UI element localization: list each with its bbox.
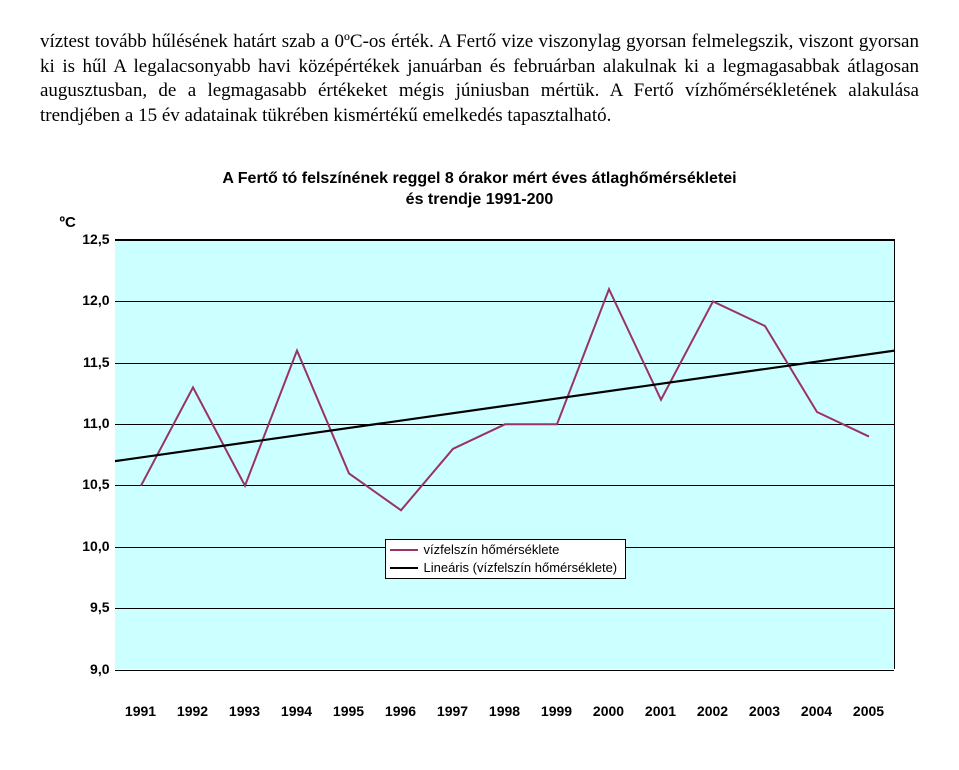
y-tick-label: 11,5 — [83, 354, 109, 370]
x-tick-label: 2004 — [801, 703, 832, 719]
x-tick-label: 1999 — [541, 703, 572, 719]
series-line — [141, 289, 869, 510]
x-tick-label: 1993 — [229, 703, 260, 719]
chart-title-line1: A Fertő tó felszínének reggel 8 órakor m… — [222, 170, 736, 187]
legend-trend-label: Lineáris (vízfelszín hőmérséklete) — [424, 560, 618, 575]
y-tick-label: 10,5 — [82, 476, 109, 492]
y-tick-label: 10,0 — [82, 538, 109, 554]
plot-area: vízfelszín hőmérséklete Lineáris (vízfel… — [115, 239, 895, 669]
x-tick-label: 1994 — [281, 703, 312, 719]
y-tick-label: 11,0 — [83, 415, 109, 431]
x-tick-label: 2000 — [593, 703, 624, 719]
x-tick-label: 1992 — [177, 703, 208, 719]
paragraph: víztest tovább hűlésének határt szab a 0… — [40, 30, 919, 129]
x-tick-label: 1996 — [385, 703, 416, 719]
chart-title-line2: és trendje 1991-200 — [406, 191, 554, 208]
chart-lines — [115, 240, 895, 670]
x-tick-label: 1991 — [125, 703, 156, 719]
trend-line — [115, 350, 895, 461]
chart-title: A Fertő tó felszínének reggel 8 órakor m… — [50, 169, 910, 211]
x-tick-label: 1998 — [489, 703, 520, 719]
y-tick-label: 9,0 — [90, 661, 109, 677]
gridline — [115, 670, 894, 671]
x-tick-label: 1995 — [333, 703, 364, 719]
y-tick-label: 9,5 — [90, 599, 109, 615]
legend-trend-line — [390, 567, 418, 569]
x-tick-label: 1997 — [437, 703, 468, 719]
x-tick-label: 2005 — [853, 703, 884, 719]
temperature-chart: A Fertő tó felszínének reggel 8 órakor m… — [50, 159, 910, 719]
x-tick-label: 2001 — [645, 703, 676, 719]
legend-series-label: vízfelszín hőmérséklete — [424, 542, 560, 557]
x-tick-label: 2002 — [697, 703, 728, 719]
y-axis-label: ºC — [60, 214, 76, 231]
legend-series: vízfelszín hőmérséklete — [390, 541, 618, 559]
legend-series-line — [390, 549, 418, 551]
x-tick-label: 2003 — [749, 703, 780, 719]
y-tick-label: 12,5 — [82, 231, 109, 247]
y-tick-label: 12,0 — [82, 292, 109, 308]
legend: vízfelszín hőmérséklete Lineáris (vízfel… — [385, 539, 627, 579]
legend-trend: Lineáris (vízfelszín hőmérséklete) — [390, 559, 618, 577]
